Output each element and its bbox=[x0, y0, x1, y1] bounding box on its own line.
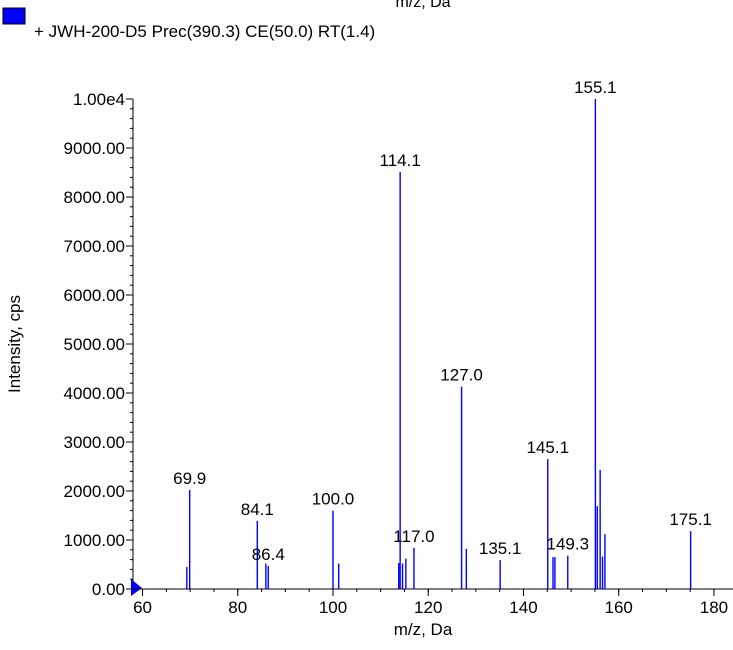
zero-marker-icon bbox=[131, 579, 142, 596]
chart-title: m/z, Da bbox=[395, 0, 450, 11]
y-tick-label: 0.00 bbox=[92, 580, 125, 599]
peak-label: 100.0 bbox=[312, 490, 355, 509]
x-axis: 60 80 100 120 140 160 180 bbox=[133, 588, 733, 617]
legend-label: + JWH-200-D5 Prec(390.3) CE(50.0) RT(1.4… bbox=[34, 22, 375, 41]
x-axis-label: m/z, Da bbox=[394, 620, 453, 639]
x-tick-label: 140 bbox=[509, 598, 537, 617]
peak-label: 117.0 bbox=[393, 527, 434, 546]
y-tick-label: 1.00e4 bbox=[73, 90, 125, 109]
x-tick-label: 60 bbox=[133, 598, 152, 617]
y-tick-label: 1000.00 bbox=[64, 531, 125, 550]
x-tick-label: 160 bbox=[605, 598, 633, 617]
y-tick-label: 4000.00 bbox=[64, 384, 125, 403]
peak-label: 86.4 bbox=[252, 545, 285, 564]
y-tick-label: 7000.00 bbox=[64, 237, 125, 256]
peak-labels: 69.9 84.1 86.4 100.0 114.1 117.0 127.0 135.1 145… bbox=[173, 78, 712, 564]
y-tick-label: 9000.00 bbox=[64, 139, 125, 158]
y-tick-label: 3000.00 bbox=[64, 433, 125, 452]
x-tick-label: 80 bbox=[228, 598, 247, 617]
peak-label: 175.1 bbox=[669, 510, 712, 529]
y-axis: 0.00 1000.00 2000.00 3000.00 4000.00 5000.00 6… bbox=[64, 90, 142, 599]
peak-label: 69.9 bbox=[173, 469, 206, 488]
x-tick-label: 100 bbox=[319, 598, 347, 617]
y-tick-label: 8000.00 bbox=[64, 188, 125, 207]
peak-label: 149.3 bbox=[546, 535, 589, 554]
peak-label: 84.1 bbox=[241, 500, 274, 519]
peak-label: 114.1 bbox=[380, 151, 421, 170]
peak-label: 145.1 bbox=[526, 438, 569, 457]
x-tick-label: 120 bbox=[414, 598, 442, 617]
peak-label: 127.0 bbox=[440, 366, 483, 385]
peak-label: 155.1 bbox=[574, 78, 617, 97]
y-tick-label: 5000.00 bbox=[64, 335, 125, 354]
peak-label: 135.1 bbox=[479, 539, 522, 558]
y-tick-label: 6000.00 bbox=[64, 286, 125, 305]
legend-swatch bbox=[2, 7, 26, 25]
x-tick-label: 180 bbox=[700, 598, 728, 617]
spectrum-peaks bbox=[186, 99, 692, 589]
y-axis-label: Intensity, cps bbox=[5, 295, 24, 393]
y-tick-label: 2000.00 bbox=[64, 482, 125, 501]
